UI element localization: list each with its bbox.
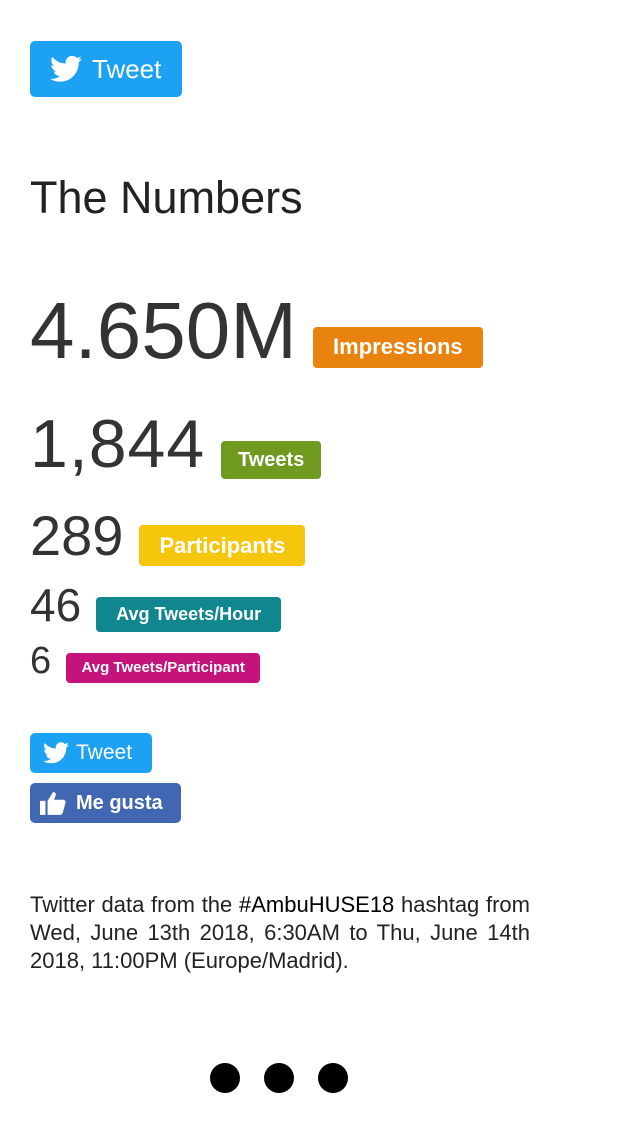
stat: 6 Avg Tweets/Participant <box>30 640 261 683</box>
stat-value: 289 <box>30 504 124 567</box>
stat-value: 1,844 <box>30 406 206 482</box>
button-label: Tweet <box>92 53 162 84</box>
stat-badge: Impressions <box>312 326 483 368</box>
stat: 289 Participants <box>30 503 306 568</box>
description: Twitter data from the #AmbuHUSE18 hashta… <box>30 891 530 975</box>
loading-dot <box>318 1063 348 1093</box>
loading-dot <box>210 1063 240 1093</box>
hashtag-link[interactable]: #AmbuHUSE18 <box>238 892 395 917</box>
twitter-icon <box>43 742 69 764</box>
stat-badge: Participants <box>139 525 306 566</box>
description-text: Twitter data from the <box>30 892 233 917</box>
stat-value: 4.650M <box>30 286 297 375</box>
stat: 4.650M Impressions <box>30 285 483 377</box>
twitter-icon <box>50 55 82 82</box>
description-text: hashtag from Wed, June 13th 2018, 6:30AM… <box>30 892 530 973</box>
stat-value: 46 <box>30 578 82 631</box>
heading: The Numbers <box>30 172 303 223</box>
like-button[interactable]: Me gusta <box>30 783 181 823</box>
loading-dot <box>264 1063 294 1093</box>
stat-badge: Avg Tweets/Hour <box>96 597 282 632</box>
button-label: Tweet <box>76 741 133 764</box>
thumbs-up-icon <box>40 792 66 815</box>
stat: 1,844 Tweets <box>30 405 322 483</box>
tweet-button[interactable]: Tweet <box>30 41 182 97</box>
button-label: Me gusta <box>76 791 163 814</box>
tweet-button[interactable]: Tweet <box>30 733 152 773</box>
stat-badge: Tweets <box>221 441 322 479</box>
stat-badge: Avg Tweets/Participant <box>66 652 261 683</box>
stat: 46 Avg Tweets/Hour <box>30 577 282 632</box>
stat-value: 6 <box>30 640 52 682</box>
